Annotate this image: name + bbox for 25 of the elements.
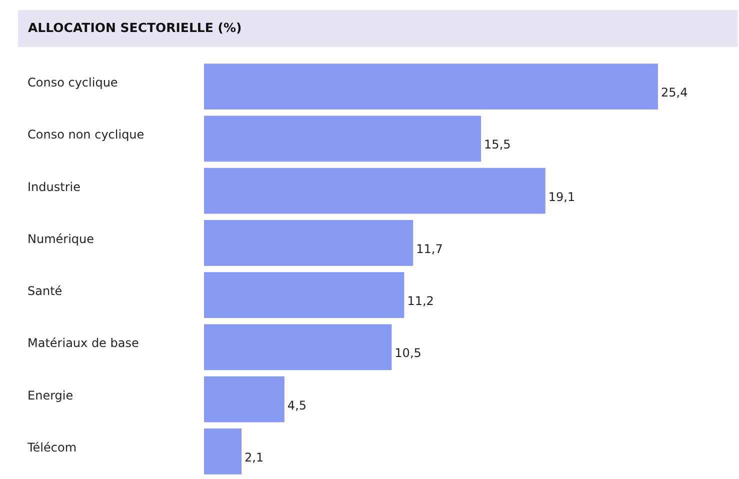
chart-title: ALLOCATION SECTORIELLE (%): [18, 10, 738, 47]
y-tick-label: Conso cyclique: [28, 76, 118, 90]
y-tick-label: Matériaux de base: [28, 336, 139, 350]
data-label: 4,5: [287, 398, 307, 412]
bar: [204, 64, 658, 110]
data-label: 15,5: [484, 138, 511, 152]
data-label: 2,1: [244, 450, 264, 464]
y-tick-label: Télécom: [26, 440, 77, 454]
bar: [204, 272, 404, 318]
y-tick-label: Santé: [28, 284, 62, 298]
bar: [204, 220, 414, 266]
y-tick-label: Industrie: [28, 180, 80, 194]
bar: [204, 376, 284, 422]
data-label: 19,1: [548, 190, 576, 204]
data-label: 11,2: [407, 294, 434, 308]
bar: [204, 428, 242, 474]
data-label: 11,7: [416, 242, 443, 256]
y-tick-label: Numérique: [28, 232, 94, 246]
bar: [204, 116, 482, 162]
data-label: 25,4: [661, 86, 688, 100]
y-tick-label: Energie: [28, 388, 74, 402]
y-tick-label: Conso non cyclique: [28, 128, 144, 142]
bar: [204, 324, 392, 370]
data-label: 10,5: [394, 346, 422, 360]
bar: [204, 168, 546, 214]
